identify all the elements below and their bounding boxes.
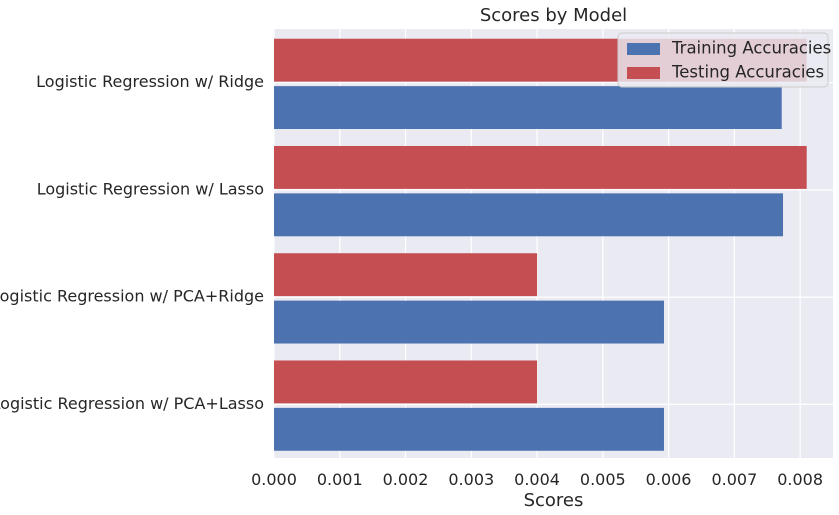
bar-training — [274, 407, 664, 451]
x-axis-label: Scores — [524, 490, 584, 511]
x-tick-label: 0.006 — [646, 470, 692, 489]
legend-swatch — [627, 43, 660, 55]
bar-testing — [274, 253, 538, 297]
bar-series — [274, 38, 807, 451]
bar-training — [274, 300, 664, 344]
x-tick-labels: 0.000 0.001 0.002 0.003 0.004 0.005 0.006 0.007… — [251, 470, 823, 489]
bar-training — [274, 86, 782, 130]
x-tick-label: 0.001 — [317, 470, 363, 489]
legend-label: Training Accuracies — [671, 39, 831, 58]
legend-swatch — [627, 67, 660, 79]
x-tick-label: 0.005 — [580, 470, 626, 489]
x-tick-label: 0.004 — [514, 470, 560, 489]
y-tick-label: Logistic Regression w/ PCA+Lasso — [0, 394, 264, 413]
legend-label: Testing Accuracies — [671, 63, 824, 82]
legend: Training Accuracies Testing Accuracies — [617, 32, 831, 88]
x-tick-label: 0.000 — [251, 470, 297, 489]
chart-title: Scores by Model — [480, 5, 627, 26]
x-tick-label: 0.003 — [448, 470, 494, 489]
y-tick-label: Logistic Regression w/ PCA+Ridge — [0, 287, 264, 306]
x-tick-label: 0.002 — [383, 470, 429, 489]
y-tick-label: Logistic Regression w/ Lasso — [37, 179, 264, 198]
x-tick-label: 0.007 — [711, 470, 757, 489]
bar-testing — [274, 145, 807, 189]
y-tick-labels: Logistic Regression w/ Ridge Logistic Reg… — [0, 72, 264, 413]
bar-testing — [274, 360, 538, 404]
legend-box — [617, 32, 829, 88]
y-tick-label: Logistic Regression w/ Ridge — [36, 72, 264, 91]
x-tick-label: 0.008 — [777, 470, 823, 489]
bar-training — [274, 193, 784, 237]
